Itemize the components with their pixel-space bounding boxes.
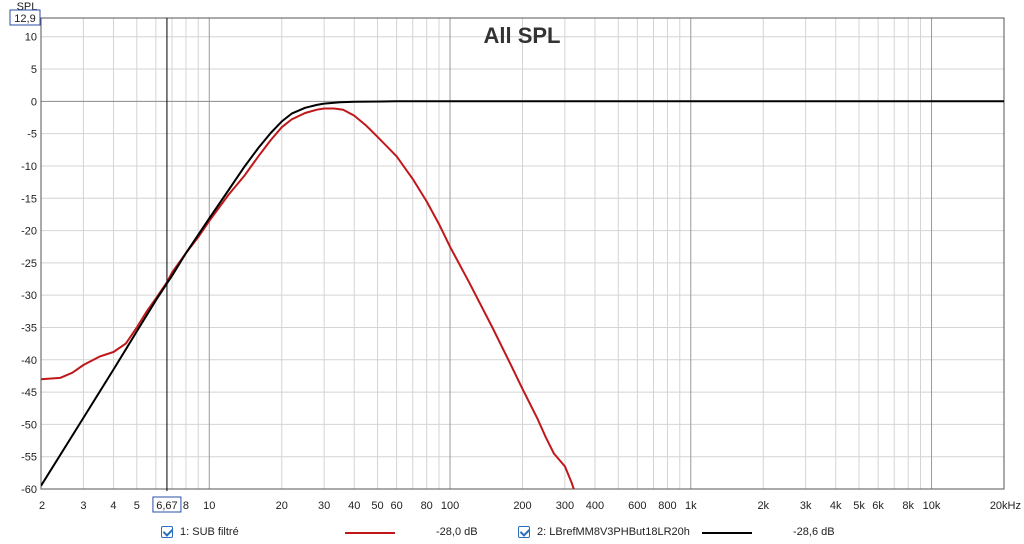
y-tick-label: -55 [21,452,37,464]
x-tick-label: 600 [628,500,646,512]
x-tick-label: 3 [80,500,86,512]
x-tick-label: 4k [830,500,842,512]
series-layer [41,100,1004,489]
legend-label-series-2: 2: LBrefMM8V3PHBut18LR20h [537,526,690,538]
legend-level-series-2: -28,6 dB [793,526,835,538]
x-tick-label: 800 [658,500,676,512]
y-axis-ticks: 10 5 0 -5 -10 -15 -20 -25 -30 -35 -40 -45 -50 -55 -60 [21,32,37,496]
y-tick-label: -45 [21,387,37,399]
cursor-x-readout: 6,67 [152,496,182,513]
chart-title: All SPL [483,23,560,48]
y-tick-label: -60 [21,484,37,496]
x-tick-label: 80 [421,500,433,512]
y-tick-label: 5 [31,64,37,76]
x-tick-label: 400 [586,500,604,512]
y-tick-label: 10 [25,32,37,44]
y-tick-label: -15 [21,193,37,205]
y-tick-label: 0 [31,96,37,108]
x-tick-label: 300 [556,500,574,512]
x-tick-label: 100 [441,500,459,512]
y-tick-label: -35 [21,322,37,334]
svg-text:6,67: 6,67 [156,500,177,512]
x-tick-label: 30 [318,500,330,512]
legend-swatch-series-2 [702,532,752,534]
x-tick-label: 10k [923,500,941,512]
x-tick-label: 200 [513,500,531,512]
series-1-checkbox[interactable] [161,526,173,538]
x-tick-label: 8 [183,500,189,512]
grid-minor [40,18,1005,490]
x-tick-label: 50 [371,500,383,512]
x-tick-label: 60 [390,500,402,512]
x-tick-label: 2k [757,500,769,512]
y-tick-label: -50 [21,419,37,431]
legend-level-series-1: -28,0 dB [436,526,478,538]
legend: 1: SUB filtré -28,0 dB 2: LBrefMM8V3PHBu… [0,522,1024,544]
y-tick-label: -40 [21,355,37,367]
x-tick-label: 5 [134,500,140,512]
y-tick-label: -5 [27,129,37,141]
series-line-2 [41,100,1004,487]
x-tick-label: 4 [110,500,116,512]
x-tick-label: 2 [39,500,45,512]
plot-border [40,17,1005,490]
legend-label-series-1: 1: SUB filtré [180,526,239,538]
y-tick-label: -20 [21,226,37,238]
spl-chart: 1050-5-10-15-20-25-30-35-40-45-50-55-60 … [9,1,1021,513]
y-tick-label: -25 [21,258,37,270]
grid-major [208,18,933,489]
y-tick-label: -30 [21,290,37,302]
x-tick-label: 20 [276,500,288,512]
legend-swatch-series-1 [345,532,395,534]
x-tick-label: 5k [853,500,865,512]
x-tick-label: 3k [800,500,812,512]
x-tick-label: 1k [685,500,697,512]
series-2-checkbox[interactable] [518,526,530,538]
x-tick-label: 20kHz [990,500,1021,512]
svg-text:12,9: 12,9 [14,13,35,25]
x-tick-label: 6k [872,500,884,512]
x-tick-label: 40 [348,500,360,512]
cursor-y-readout: 12,9 [9,9,41,26]
x-tick-label: 8k [902,500,914,512]
y-tick-label: -10 [21,161,37,173]
series-line-1 [41,107,575,489]
x-tick-label: 10 [203,500,215,512]
x-axis-ticks: 2 3 4 5 8 10 20 30 40 50 60 80 100 200 300 400 600 800 1k 2… [39,500,1021,512]
